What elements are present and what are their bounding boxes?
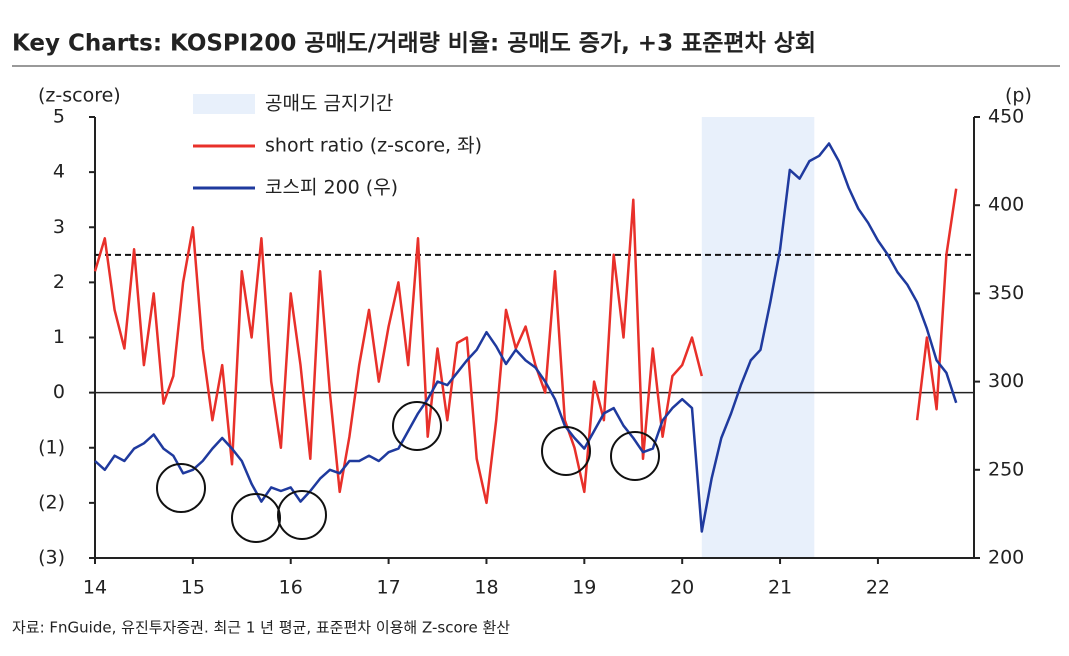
y2-tick-label: 450: [988, 106, 1024, 128]
x-tick-label: 16: [279, 577, 303, 599]
series-line: [93, 188, 958, 505]
y-tick-label: 2: [53, 271, 65, 293]
y-tick-label: 5: [53, 106, 65, 128]
y-tick-label: 4: [53, 161, 65, 183]
y2-tick-label: 400: [988, 194, 1024, 216]
circle: [610, 431, 660, 481]
y-tick-label: (1): [38, 436, 65, 458]
chart-title: Key Charts: KOSPI200 공매도/거래량 비율: 공매도 증가,…: [12, 31, 816, 57]
annotation-circles: [156, 401, 660, 543]
y-tick-label: (3): [38, 547, 65, 569]
x-tick-label: 15: [181, 577, 205, 599]
y-tick-label: 3: [53, 216, 65, 238]
x-tick-label: 22: [866, 577, 890, 599]
y2-tick-label: 250: [988, 458, 1024, 480]
x-tick-label: 20: [670, 577, 694, 599]
y-tick-label: 1: [53, 326, 65, 348]
x-tick-label: 14: [83, 577, 107, 599]
y2-axis-label: (p): [1005, 85, 1032, 107]
circle: [156, 463, 206, 513]
circle: [277, 490, 327, 540]
series-line: [94, 142, 958, 533]
source-note: 자료: FnGuide, 유진투자증권. 최근 1 년 평균, 표준편차 이용해…: [12, 619, 510, 637]
legend-label: short ratio (z-score, 좌): [265, 135, 482, 157]
circle: [541, 426, 591, 476]
circle: [231, 493, 281, 543]
legend-label: 공매도 금지기간: [265, 93, 393, 115]
y-tick-label: (2): [38, 491, 65, 513]
y2-tick-label: 350: [988, 282, 1024, 304]
y-axis-label: (z-score): [38, 85, 121, 107]
y2-tick-label: 200: [988, 547, 1024, 569]
x-tick-label: 17: [377, 577, 401, 599]
x-tick-label: 19: [572, 577, 596, 599]
x-tick-label: 21: [768, 577, 792, 599]
legend-label: 코스피 200 (우): [265, 177, 398, 199]
shaded-region: [701, 117, 815, 558]
y-tick-label: 0: [53, 381, 65, 403]
legend-swatch: [193, 94, 255, 114]
circle: [392, 401, 442, 451]
y2-tick-label: 300: [988, 370, 1024, 392]
x-tick-label: 18: [474, 577, 498, 599]
